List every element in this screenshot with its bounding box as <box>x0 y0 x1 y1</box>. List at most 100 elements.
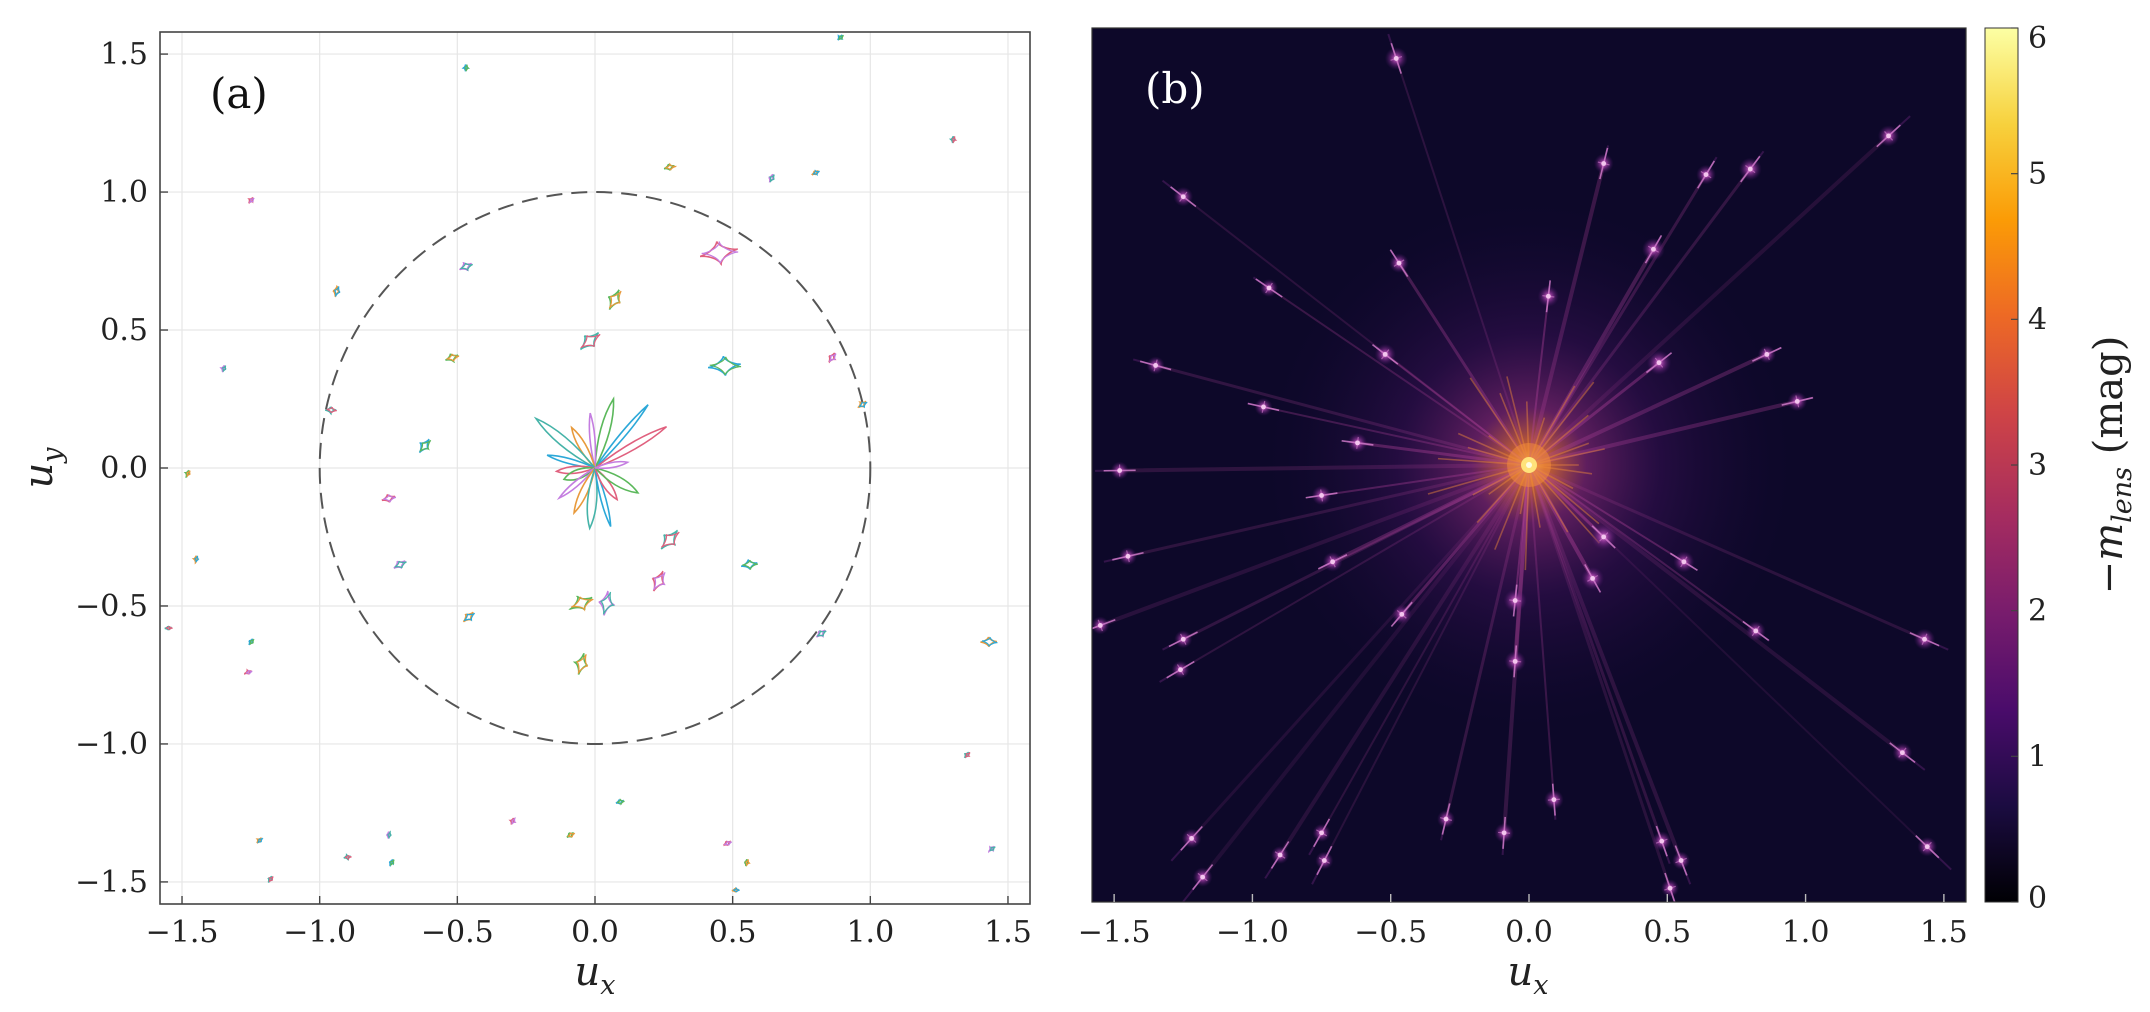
caustic <box>988 845 996 854</box>
bright-spot <box>1593 147 1614 180</box>
bright-spot-core <box>1545 293 1551 299</box>
heatmap-bright-spots <box>1092 42 1940 902</box>
colorbar-label-unit: (mag) <box>2086 336 2132 467</box>
panel-b: −1.5 −1.0 −0.5 0.0 0.5 1.0 1.5 (b) ux 0123456 … <box>1078 21 2138 1001</box>
caustic-curve <box>248 197 255 204</box>
bright-spot-core <box>1153 363 1159 368</box>
bright-spot <box>1503 584 1527 617</box>
bright-spot-core <box>1601 161 1607 166</box>
bright-spot <box>1305 485 1338 506</box>
caustic <box>663 162 677 171</box>
streak <box>1154 363 1531 467</box>
streak <box>1527 247 1656 467</box>
bright-spot <box>1437 803 1456 835</box>
reference-circle-group <box>318 191 872 745</box>
caustic-curve <box>245 669 253 675</box>
streak <box>1330 463 1531 564</box>
caustic <box>183 469 191 478</box>
bright-spot <box>1372 343 1399 365</box>
streak <box>1527 463 1905 755</box>
caustic <box>660 529 680 550</box>
bright-spot <box>1876 124 1901 148</box>
caustic-curve <box>257 837 264 844</box>
caustic <box>247 196 255 204</box>
streak <box>1384 353 1530 466</box>
caustic <box>386 830 392 839</box>
bright-spot-core <box>1703 172 1709 177</box>
x-tick-label: 1.0 <box>1782 915 1830 950</box>
colorbar-tick-label: 5 <box>2028 157 2047 192</box>
colorbar-tick-label: 2 <box>2028 594 2047 629</box>
caustic-curve <box>571 596 594 612</box>
bright-spot <box>1738 155 1762 183</box>
colorbar-ticks: 0 1 2 3 4 5 6 <box>2011 21 2047 916</box>
y-tick-label: 0.5 <box>100 313 148 348</box>
y-tick-label: −0.5 <box>75 589 148 624</box>
caustic <box>811 169 820 177</box>
caustic-curve <box>858 401 868 409</box>
panel-b-x-ticks: −1.5 −1.0 −0.5 0.0 0.5 1.0 1.5 <box>1078 894 1968 950</box>
bright-spot-core <box>1189 835 1194 841</box>
caustic-curve <box>828 353 837 363</box>
bright-spot-core <box>1180 636 1186 642</box>
caustic-curve <box>324 406 337 416</box>
central-ray <box>594 460 630 470</box>
caustic-curve <box>344 854 352 861</box>
y-tick-label: 1.0 <box>100 175 148 210</box>
panel-a-xlabel-sub: x <box>600 970 615 1001</box>
caustic-curve <box>709 356 742 375</box>
streak <box>1527 463 1927 641</box>
x-tick-label: 0.5 <box>709 915 757 950</box>
bright-spot-core <box>1393 56 1399 61</box>
caustic-curve <box>708 356 741 376</box>
bright-spot-core <box>1678 858 1684 863</box>
bright-spot <box>1537 280 1559 313</box>
streak <box>1278 463 1531 857</box>
caustic-curve <box>446 353 460 362</box>
bright-spot <box>1889 742 1916 764</box>
caustic-curve <box>812 169 820 177</box>
bright-spot <box>1581 564 1605 593</box>
heatmap-central-peak <box>1507 443 1551 487</box>
bright-spot-core <box>1794 398 1800 404</box>
caustic <box>980 636 998 648</box>
caustic <box>615 798 625 806</box>
central-ray <box>594 425 668 469</box>
bright-spot <box>1139 356 1172 375</box>
caustic <box>418 438 432 454</box>
caustic-curve <box>326 406 337 414</box>
bright-spot-core <box>1396 260 1402 266</box>
bright-spot-core <box>1764 351 1770 357</box>
bright-spot <box>1312 818 1331 848</box>
caustic <box>244 668 253 675</box>
reference-circle <box>318 191 872 745</box>
caustic-curve <box>951 136 958 144</box>
caustic <box>598 590 616 616</box>
bright-spot <box>1645 350 1673 375</box>
caustic <box>948 136 958 144</box>
caustic <box>579 331 601 351</box>
caustic-curve <box>816 630 827 637</box>
caustic-curve <box>663 163 675 171</box>
caustic-curve <box>194 555 200 563</box>
streak <box>1527 399 1800 467</box>
x-tick-label: −1.0 <box>1216 915 1289 950</box>
caustic-curve <box>249 638 255 645</box>
caustic-curve <box>701 240 739 264</box>
streak <box>1528 464 1555 801</box>
bright-spot-core <box>1319 830 1324 836</box>
bright-spot <box>1166 660 1195 679</box>
bright-spot-core <box>1180 194 1186 200</box>
streak <box>1527 173 1708 467</box>
bright-spot <box>1103 461 1136 480</box>
x-tick-label: 0.0 <box>571 915 619 950</box>
streak <box>1395 57 1530 466</box>
x-tick-label: 1.5 <box>984 915 1032 950</box>
caustic-curve <box>742 559 759 570</box>
central-ray <box>594 396 615 469</box>
colorbar-tick-label: 0 <box>2028 881 2047 916</box>
colorbar-tick-label: 4 <box>2028 302 2047 337</box>
streak <box>1190 463 1531 840</box>
streak <box>1528 464 1757 632</box>
central-ray <box>562 467 596 481</box>
